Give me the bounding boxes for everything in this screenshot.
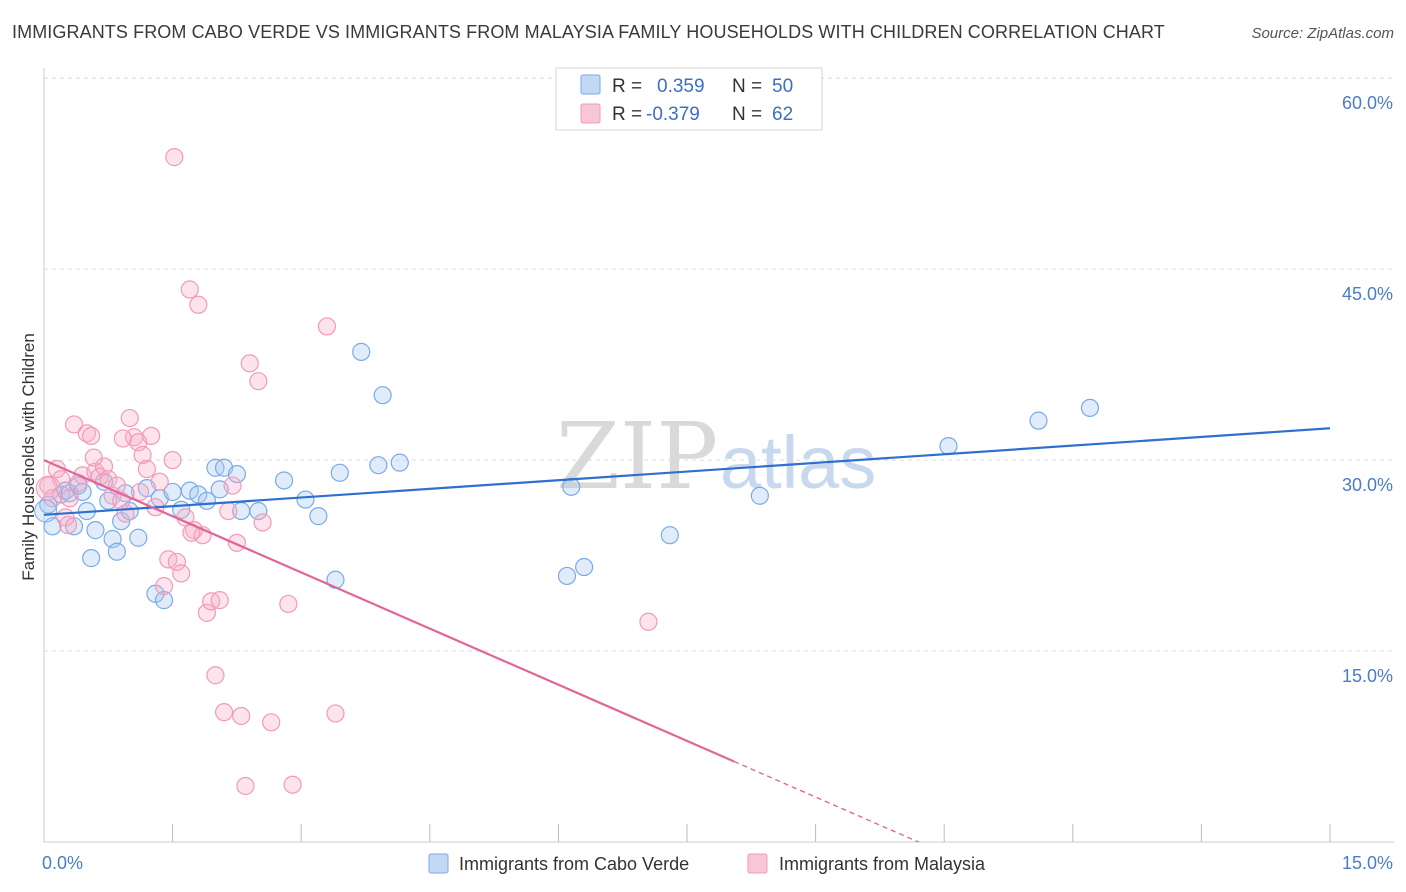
data-point-series-1-27 bbox=[154, 577, 174, 596]
legend-n-value-1: 50 bbox=[772, 76, 793, 97]
series-label-malaysia: Immigrants from Malaysia bbox=[779, 854, 986, 874]
data-point-series-0-50 bbox=[1080, 398, 1100, 418]
data-point-series-1-51 bbox=[279, 594, 298, 614]
legend-swatch-malaysia bbox=[580, 103, 601, 124]
legend-r-label-1: R = bbox=[612, 76, 642, 97]
data-point-series-1-47 bbox=[240, 354, 259, 373]
legend-r-value-2: -0.379 bbox=[646, 104, 700, 125]
data-point-series-1-54 bbox=[326, 704, 345, 723]
series-swatch-cabo-verde bbox=[428, 853, 449, 874]
trend-lines bbox=[43, 427, 1331, 843]
data-point-series-1-10 bbox=[82, 426, 101, 446]
y-tick-label: 15.0% bbox=[1342, 666, 1393, 686]
data-point-series-1-52 bbox=[283, 775, 302, 794]
legend-r-value-1: 0.359 bbox=[657, 76, 705, 97]
series-legend: Immigrants from Cabo Verde Immigrants fr… bbox=[428, 853, 986, 874]
data-point-series-0-46 bbox=[660, 526, 679, 545]
trend-line-cabo-verde bbox=[43, 427, 1331, 516]
data-point-series-0-39 bbox=[352, 342, 371, 361]
data-point-series-0-25 bbox=[180, 481, 199, 500]
data-point-series-0-9 bbox=[82, 549, 101, 568]
data-point-series-1-45 bbox=[232, 706, 251, 726]
data-point-series-1-31 bbox=[172, 564, 191, 583]
data-point-series-1-59 bbox=[58, 515, 78, 535]
data-point-series-1-33 bbox=[180, 280, 199, 299]
y-tick-label: 45.0% bbox=[1342, 284, 1393, 304]
data-point-series-0-22 bbox=[154, 591, 174, 610]
y-tick-label: 30.0% bbox=[1342, 475, 1393, 495]
data-point-series-0-31 bbox=[227, 464, 246, 484]
source-credit: Source: ZipAtlas.com bbox=[1251, 25, 1394, 42]
data-point-series-1-53 bbox=[317, 317, 337, 336]
data-point-series-1-61 bbox=[113, 429, 132, 448]
watermark-atlas: atlas bbox=[720, 421, 876, 504]
data-point-series-0-14 bbox=[107, 542, 126, 561]
data-point-series-0-36 bbox=[309, 507, 328, 526]
data-point-series-1-5 bbox=[60, 489, 79, 508]
x-tick-label: 15.0% bbox=[1342, 853, 1393, 873]
legend-n-value-2: 62 bbox=[772, 104, 793, 125]
data-point-series-0-33 bbox=[249, 501, 268, 521]
watermark: ZIP atlas bbox=[556, 403, 876, 510]
data-point-series-1-19 bbox=[120, 408, 139, 428]
data-point-series-0-45 bbox=[575, 557, 594, 577]
axes: 15.0% 30.0% 45.0% 60.0% 0.0% 15.0% bbox=[42, 68, 1394, 873]
data-point-series-1-55 bbox=[639, 612, 658, 631]
series-label-cabo-verde: Immigrants from Cabo Verde bbox=[459, 854, 689, 874]
data-point-series-1-24 bbox=[142, 426, 161, 446]
data-point-series-0-49 bbox=[1029, 411, 1048, 430]
data-point-series-0-44 bbox=[562, 477, 581, 496]
data-point-series-1-46 bbox=[236, 776, 255, 796]
data-point-series-0-34 bbox=[274, 471, 294, 490]
data-point-series-1-49 bbox=[253, 513, 272, 532]
data-point-series-1-41 bbox=[214, 703, 234, 722]
legend-swatch-cabo-verde bbox=[580, 74, 601, 95]
data-point-series-0-40 bbox=[369, 456, 388, 475]
trend-line-malaysia bbox=[43, 459, 735, 763]
data-point-cluster-malaysia bbox=[35, 475, 61, 501]
y-axis-label: Family Households with Children bbox=[19, 333, 38, 581]
data-point-series-0-35 bbox=[296, 490, 315, 509]
data-point-series-0-38 bbox=[330, 463, 349, 482]
data-point-series-1-42 bbox=[219, 501, 238, 521]
series-swatch-malaysia bbox=[747, 853, 768, 874]
data-point-series-0-47 bbox=[750, 486, 769, 505]
legend-n-label-1: N = bbox=[732, 76, 762, 97]
legend-n-label-2: N = bbox=[732, 104, 762, 125]
data-point-series-1-29 bbox=[163, 450, 182, 470]
data-point-series-0-41 bbox=[373, 386, 392, 405]
data-point-series-1-43 bbox=[223, 476, 242, 495]
data-points bbox=[34, 148, 1100, 796]
data-point-series-0-10 bbox=[86, 521, 105, 540]
data-point-series-1-50 bbox=[262, 713, 281, 732]
data-point-series-1-39 bbox=[206, 666, 225, 685]
data-point-series-1-35 bbox=[189, 295, 208, 314]
data-point-series-1-56 bbox=[165, 148, 184, 167]
data-point-series-1-26 bbox=[150, 472, 169, 491]
data-point-series-1-57 bbox=[84, 448, 103, 467]
data-point-series-1-58 bbox=[130, 482, 150, 502]
data-point-series-1-40 bbox=[210, 591, 229, 610]
data-point-series-0-43 bbox=[557, 566, 577, 586]
x-tick-label: 0.0% bbox=[42, 853, 83, 873]
chart-title: IMMIGRANTS FROM CABO VERDE VS IMMIGRANTS… bbox=[12, 22, 1165, 42]
data-point-series-1-30 bbox=[167, 552, 186, 572]
data-point-series-1-22 bbox=[133, 445, 152, 465]
y-tick-label: 60.0% bbox=[1342, 93, 1393, 113]
data-point-cluster-cabo-verde bbox=[34, 499, 58, 523]
data-point-series-1-3 bbox=[52, 470, 71, 489]
data-point-series-1-48 bbox=[249, 372, 268, 391]
data-point-series-1-6 bbox=[64, 415, 84, 434]
data-point-series-1-23 bbox=[137, 459, 156, 479]
data-point-series-0-42 bbox=[390, 453, 409, 472]
legend-r-label-2: R = bbox=[612, 104, 642, 125]
data-point-series-1-18 bbox=[116, 504, 135, 523]
data-point-series-0-48 bbox=[939, 436, 958, 456]
trend-line-malaysia-extension bbox=[733, 760, 919, 843]
watermark-zip: ZIP bbox=[556, 403, 718, 510]
correlation-legend: R = 0.359 N = 50 R = -0.379 N = 62 bbox=[555, 67, 823, 131]
data-point-series-0-18 bbox=[129, 528, 148, 547]
data-point-series-1-37 bbox=[197, 603, 216, 622]
